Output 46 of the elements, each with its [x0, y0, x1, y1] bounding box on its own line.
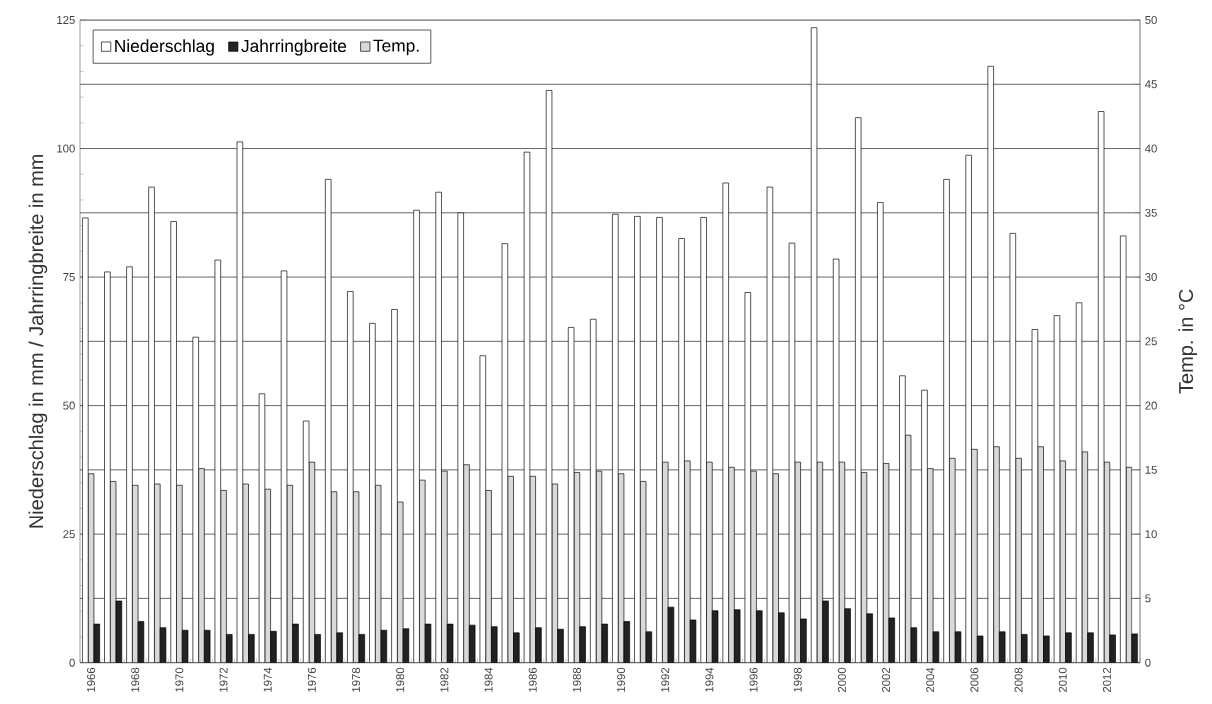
y2-tick-label: 10: [1145, 530, 1157, 539]
x-tick-label: 2008: [1014, 667, 1023, 693]
y2-tick-label: 30: [1145, 273, 1157, 282]
y2-tick-label: 20: [1145, 401, 1157, 410]
y-tick-label: 25: [63, 530, 75, 539]
legend-label: Niederschlag: [115, 39, 214, 56]
x-tick-label: 1966: [87, 667, 96, 692]
x-tick-label: 1970: [175, 667, 184, 692]
x-tick-label: 1990: [617, 667, 626, 692]
x-tick-label: 1992: [661, 667, 670, 692]
x-tick-label: 1976: [307, 667, 316, 692]
x-tick-label: 2006: [970, 667, 979, 693]
y-tick-label: 0: [69, 658, 75, 667]
x-tick-label: 2004: [926, 667, 935, 693]
x-tick-label: 1996: [749, 667, 758, 692]
x-tick-label: 1968: [131, 667, 140, 692]
x-tick-label: 1994: [705, 667, 714, 692]
y2-tick-label: 50: [1145, 16, 1157, 25]
x-tick-label: 2000: [837, 667, 846, 693]
legend-label: Temp.: [373, 39, 419, 56]
y-tick-label: 50: [63, 401, 75, 410]
x-tick-label: 1986: [528, 667, 537, 692]
y2-axis-title: Temp. in °C: [1178, 289, 1198, 394]
x-tick-label: 1984: [484, 667, 493, 692]
legend-label: Jahrringbreite: [241, 39, 347, 56]
x-tick-label: 1980: [396, 667, 405, 692]
x-tick-label: 1974: [263, 667, 272, 692]
x-tick-label: 2012: [1102, 667, 1111, 693]
y2-tick-label: 45: [1144, 80, 1157, 89]
x-tick-label: 1978: [352, 667, 361, 692]
y2-tick-label: 25: [1145, 337, 1157, 346]
x-tick-label: 1972: [219, 667, 228, 692]
y-tick-label: 125: [57, 15, 75, 24]
y2-tick-label: 0: [1145, 658, 1151, 667]
y2-tick-label: 40: [1144, 144, 1157, 153]
x-tick-label: 1998: [793, 667, 802, 692]
y2-tick-label: 5: [1145, 594, 1151, 603]
y-tick-label: 75: [63, 273, 75, 282]
x-tick-label: 1988: [572, 667, 581, 692]
x-tick-label: 1982: [440, 667, 449, 692]
y2-tick-label: 35: [1145, 208, 1157, 217]
x-tick-label: 2002: [882, 667, 891, 693]
y-axis-title: Niederschlag in mm / Jahrringbreite in mm: [28, 154, 48, 528]
y2-tick-label: 15: [1145, 465, 1157, 474]
x-tick-label: 2010: [1058, 667, 1067, 693]
y-tick-label: 100: [57, 144, 75, 153]
